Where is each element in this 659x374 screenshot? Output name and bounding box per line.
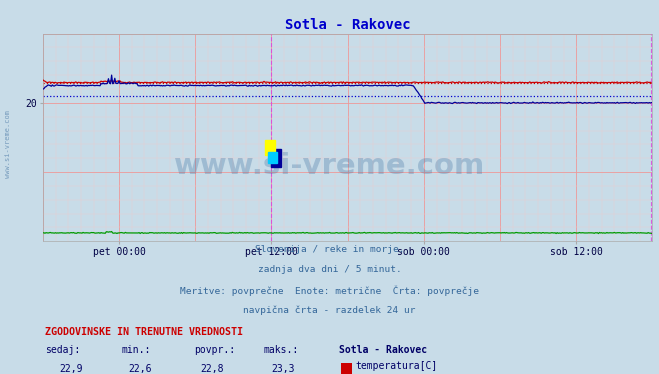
Text: ZGODOVINSKE IN TRENUTNE VREDNOSTI: ZGODOVINSKE IN TRENUTNE VREDNOSTI [45, 327, 243, 337]
Text: navpična črta - razdelek 24 ur: navpična črta - razdelek 24 ur [243, 306, 416, 315]
Text: www.si-vreme.com: www.si-vreme.com [174, 153, 485, 180]
Text: temperatura[C]: temperatura[C] [356, 361, 438, 371]
Text: 22,8: 22,8 [200, 364, 224, 374]
Text: zadnja dva dni / 5 minut.: zadnja dva dni / 5 minut. [258, 265, 401, 274]
Text: Meritve: povprečne  Enote: metrične  Črta: povprečje: Meritve: povprečne Enote: metrične Črta:… [180, 285, 479, 296]
Text: Sotla - Rakovec: Sotla - Rakovec [339, 345, 428, 355]
Text: 22,9: 22,9 [59, 364, 82, 374]
Text: min.:: min.: [122, 345, 152, 355]
Text: 23,3: 23,3 [271, 364, 295, 374]
Text: maks.:: maks.: [264, 345, 299, 355]
Text: Slovenija / reke in morje.: Slovenija / reke in morje. [255, 245, 404, 254]
Text: www.si-vreme.com: www.si-vreme.com [5, 110, 11, 178]
Text: 22,6: 22,6 [128, 364, 152, 374]
Text: sedaj:: sedaj: [45, 345, 80, 355]
Text: povpr.:: povpr.: [194, 345, 235, 355]
Title: Sotla - Rakovec: Sotla - Rakovec [285, 18, 411, 33]
